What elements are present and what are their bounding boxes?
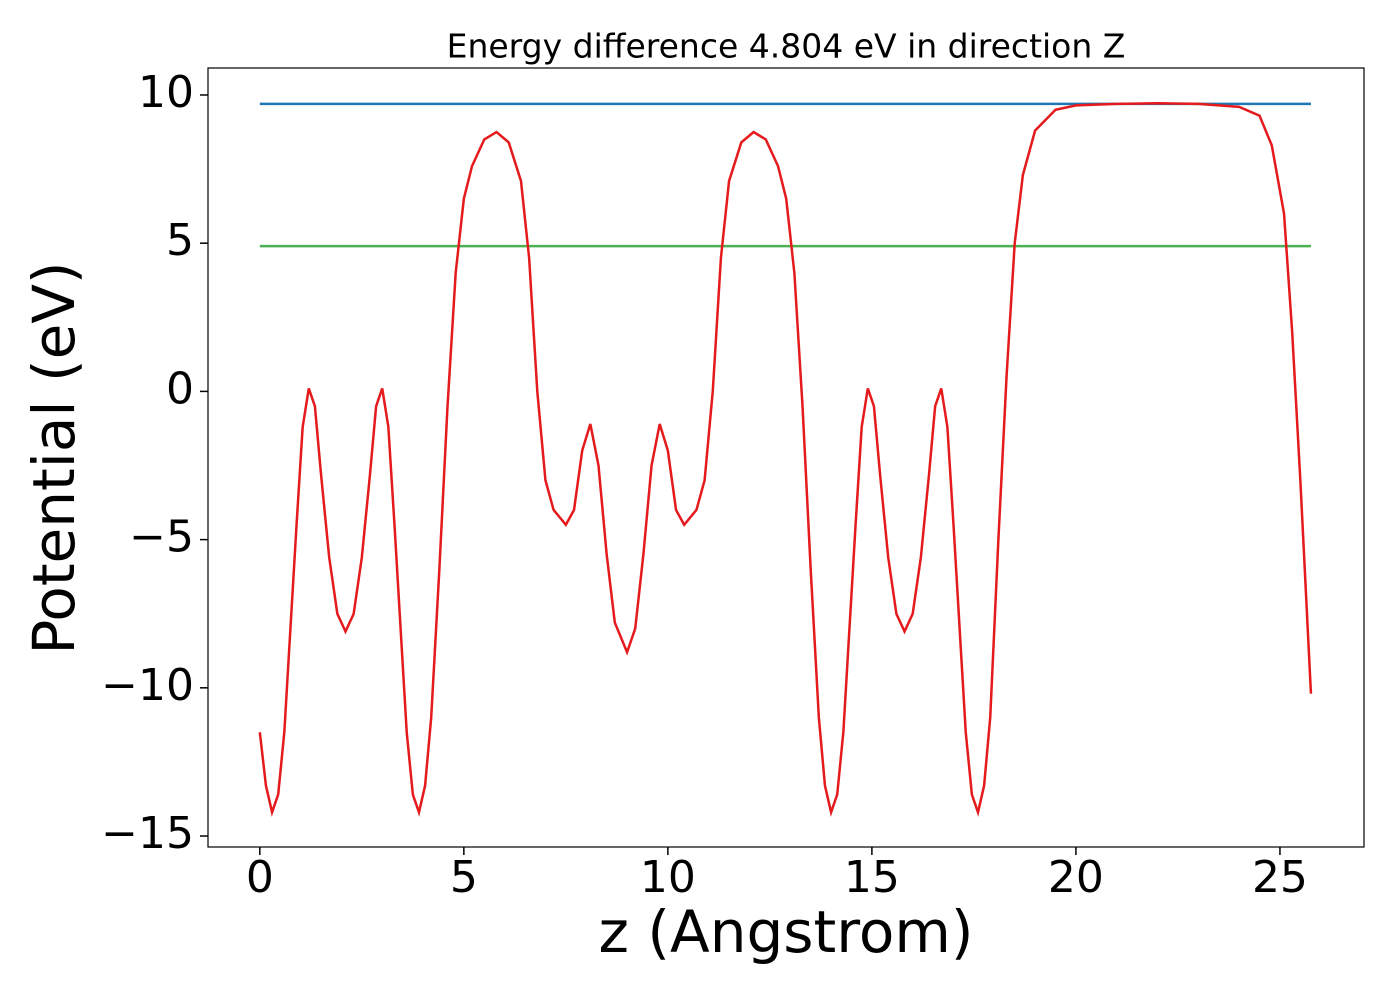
y-tick-label: −10	[101, 660, 194, 711]
x-tick-label: 10	[640, 852, 696, 903]
y-tick-label: −15	[101, 808, 194, 859]
y-axis-label: Potential (eV)	[20, 261, 88, 654]
x-tick-label: 20	[1048, 852, 1104, 903]
y-tick-label: 5	[166, 215, 194, 266]
y-tick-label: 0	[166, 363, 194, 414]
x-tick-label: 5	[450, 852, 478, 903]
y-tick-label: 10	[138, 67, 194, 118]
y-tick-label: −5	[129, 512, 194, 563]
series-line	[258, 102, 1313, 817]
plot-frame	[207, 67, 1365, 848]
x-tick-label: 0	[246, 852, 274, 903]
x-tick-label: 25	[1252, 852, 1308, 903]
x-tick-label: 15	[844, 852, 900, 903]
x-axis-label: z (Angstrom)	[599, 898, 974, 966]
chart-title: Energy difference 4.804 eV in direction …	[447, 27, 1126, 66]
